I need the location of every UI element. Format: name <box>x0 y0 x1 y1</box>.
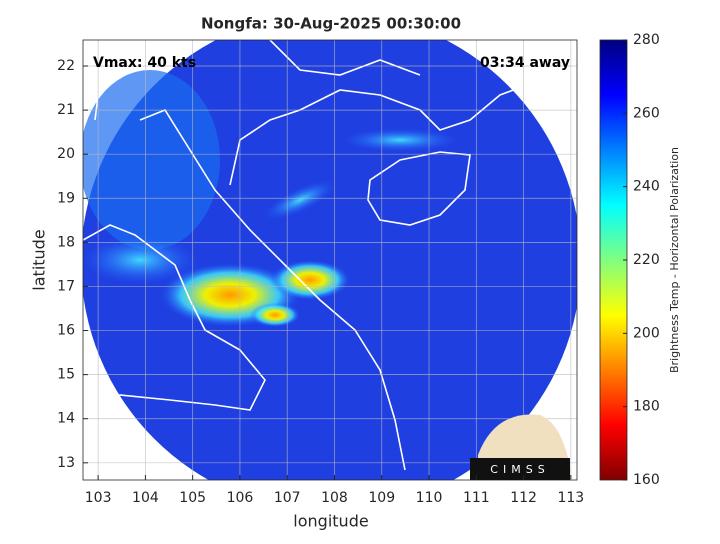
x-tick-label: 106 <box>227 490 254 506</box>
colorbar-tick-label: 220 <box>633 252 660 268</box>
logo-text: CIMSS <box>490 463 549 476</box>
y-tick-label: 21 <box>57 102 75 118</box>
y-tick-label: 16 <box>57 323 75 339</box>
x-tick-label: 110 <box>416 490 443 506</box>
x-tick-label: 105 <box>179 490 206 506</box>
x-tick-label: 111 <box>463 490 490 506</box>
x-tick-label: 113 <box>557 490 584 506</box>
x-tick-label: 104 <box>132 490 159 506</box>
y-tick-label: 20 <box>57 146 75 162</box>
y-tick-label: 19 <box>57 190 75 206</box>
chart-title: Nongfa: 30-Aug-2025 00:30:00 <box>201 15 461 33</box>
x-tick-label: 103 <box>85 490 112 506</box>
plot-frame <box>82 39 578 481</box>
y-tick-label: 14 <box>57 411 75 427</box>
colorbar-tick-label: 160 <box>633 472 660 488</box>
y-tick-label: 15 <box>57 367 75 383</box>
y-axis-label: latitude <box>30 229 49 290</box>
y-tick-label: 18 <box>57 234 75 250</box>
x-axis-label: longitude <box>293 512 368 531</box>
x-tick-label: 112 <box>510 490 537 506</box>
x-tick-label: 107 <box>274 490 301 506</box>
annotation: 03:34 away <box>480 55 570 71</box>
colorbar-tick-label: 260 <box>633 105 660 121</box>
colorbar-tick-label: 200 <box>633 325 660 341</box>
y-tick-label: 17 <box>57 278 75 294</box>
colorbar-tick-label: 180 <box>633 399 660 415</box>
colorbar <box>599 39 628 481</box>
annotation: Vmax: 40 kts <box>93 55 196 71</box>
colorbar-tick-label: 280 <box>633 32 660 48</box>
x-tick-label: 108 <box>321 490 348 506</box>
x-tick-label: 109 <box>368 490 395 506</box>
colorbar-tick-label: 240 <box>633 179 660 195</box>
y-tick-label: 13 <box>57 455 75 471</box>
colorbar-label: Brightness Temp - Horizontal Polarizatio… <box>668 147 681 373</box>
y-tick-label: 22 <box>57 58 75 74</box>
logo: CIMSS <box>470 414 572 480</box>
